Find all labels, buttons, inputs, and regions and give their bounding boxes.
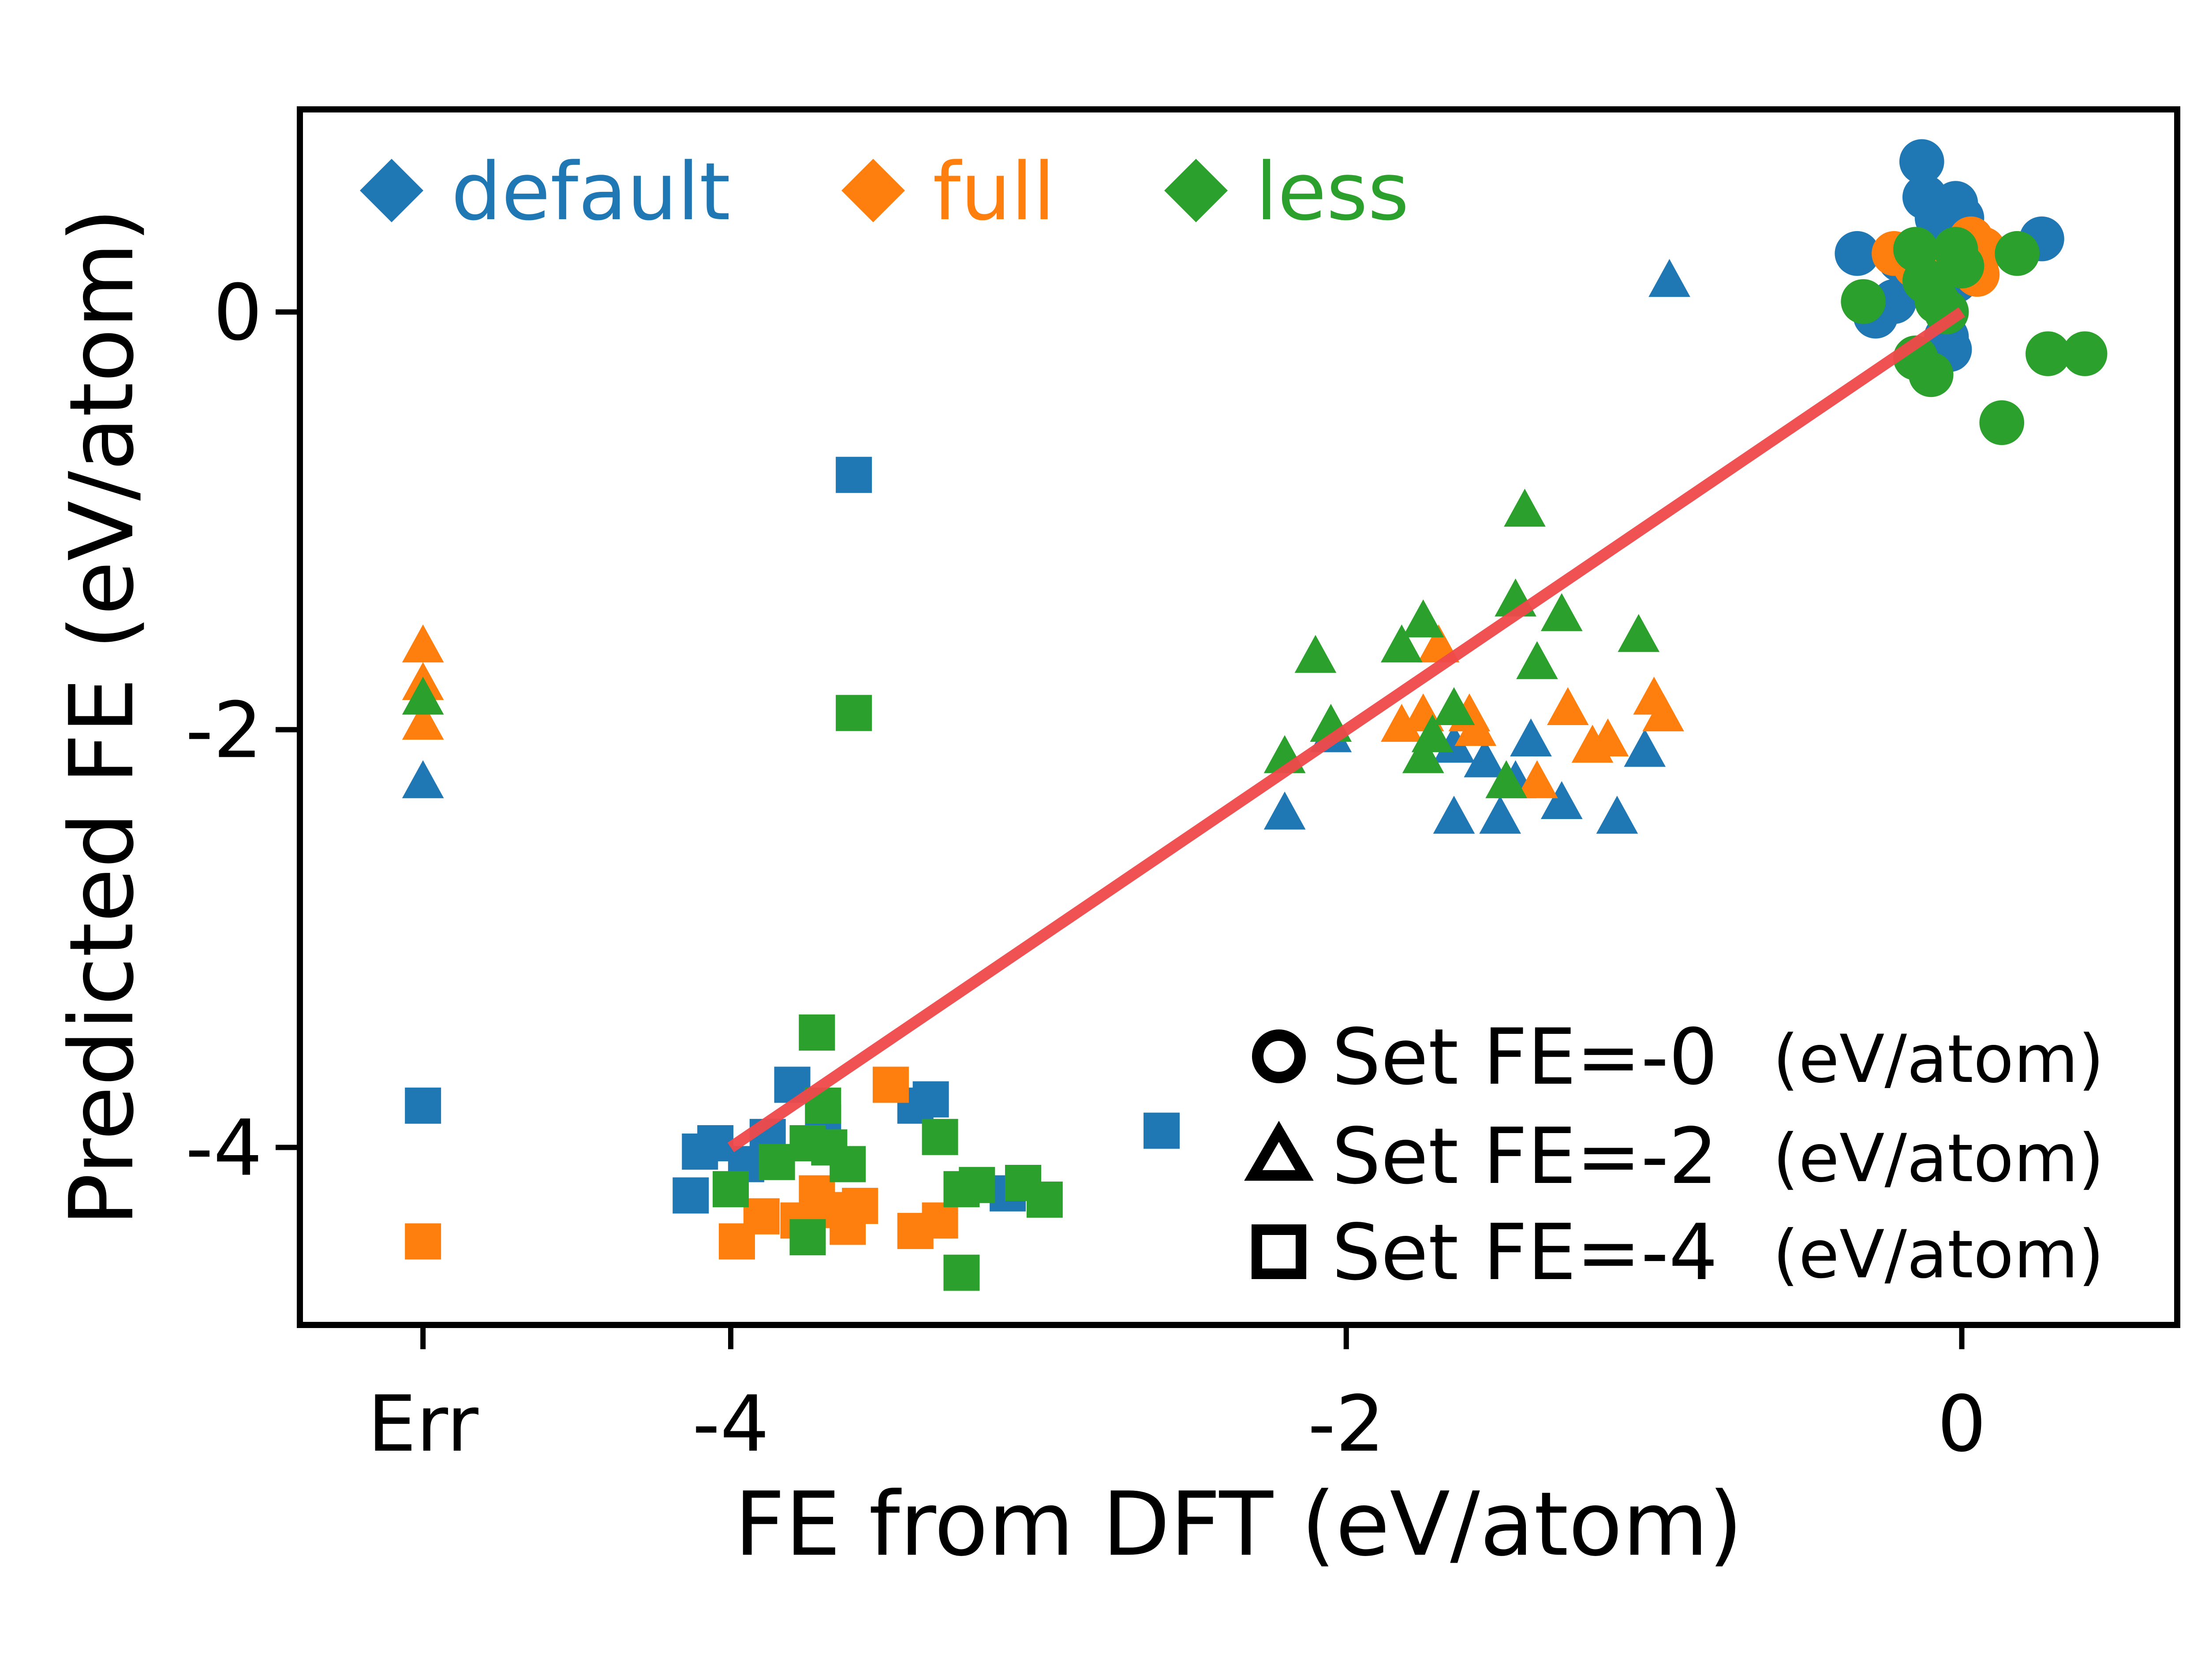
data-point-less-circle xyxy=(1939,243,1984,288)
data-point-default-triangle xyxy=(1263,791,1306,830)
data-point-less-triangle xyxy=(402,677,444,715)
data-point-less-triangle xyxy=(1504,488,1546,527)
legend-less-diamond-icon xyxy=(1164,159,1228,222)
data-point-full-triangle xyxy=(402,624,444,662)
legend-label-default: default xyxy=(451,146,730,238)
data-point-less-triangle xyxy=(1402,735,1444,773)
marker-legend: Set FE=-0 (eV/atom) Set FE=-2 (eV/atom) Set … xyxy=(1244,1013,2104,1298)
legend-marker-unit: (eV/atom) xyxy=(1773,1021,2104,1098)
data-point-full-square xyxy=(922,1202,958,1239)
data-point-full-triangle xyxy=(1417,624,1460,662)
data-point-default-triangle xyxy=(1596,796,1638,834)
legend-label-less: less xyxy=(1256,146,1409,238)
data-point-less-square xyxy=(759,1144,795,1180)
data-point-less-circle xyxy=(2026,331,2070,376)
data-point-less-triangle xyxy=(1294,635,1337,673)
legend-square-icon xyxy=(1252,1224,1306,1279)
data-point-full-triangle xyxy=(1547,687,1589,725)
data-point-less-square xyxy=(1026,1181,1063,1218)
y-axis-label: Predicted FE (eV/atom) xyxy=(51,208,153,1227)
data-point-default-square xyxy=(405,1087,441,1124)
data-point-less-square xyxy=(799,1014,835,1051)
data-point-less-square xyxy=(922,1119,958,1155)
data-points xyxy=(402,139,2108,1291)
data-point-less-circle xyxy=(1841,279,1886,324)
data-point-less-square xyxy=(789,1219,826,1256)
data-point-default-circle xyxy=(1835,231,1880,276)
data-point-less-triangle xyxy=(1485,760,1528,798)
data-point-full-square xyxy=(743,1198,780,1235)
data-point-full-triangle xyxy=(1516,760,1558,798)
data-point-default-triangle xyxy=(1433,796,1475,834)
data-point-less-square xyxy=(943,1254,980,1291)
y-tick-label: -4 xyxy=(186,1104,263,1193)
legend-triangle-icon xyxy=(1244,1121,1314,1181)
data-point-default-triangle xyxy=(1648,259,1690,297)
legend-marker-label: Set FE=-2 xyxy=(1332,1112,1718,1201)
color-legend: default full less xyxy=(360,146,1409,238)
data-point-default-triangle xyxy=(1464,739,1506,778)
data-point-default-triangle xyxy=(1510,718,1552,756)
plot-area-frame xyxy=(297,106,2180,1328)
data-point-less-square xyxy=(836,695,872,731)
data-point-less-square xyxy=(830,1146,866,1182)
data-point-default-square xyxy=(836,456,872,493)
legend-marker-unit: (eV/atom) xyxy=(1773,1216,2104,1293)
data-point-less-triangle xyxy=(1516,641,1558,679)
data-point-default-circle xyxy=(1899,139,1944,184)
x-tick-label: 0 xyxy=(1937,1380,1986,1469)
data-point-default-square xyxy=(1144,1112,1180,1149)
data-point-full-triangle xyxy=(402,702,444,740)
legend-marker-label: Set FE=-0 xyxy=(1332,1013,1718,1102)
data-point-less-triangle xyxy=(1402,599,1444,638)
data-point-less-square xyxy=(713,1171,749,1208)
x-tick-label: -2 xyxy=(1308,1380,1385,1469)
data-point-full-square xyxy=(842,1188,878,1224)
data-point-full-square xyxy=(405,1223,441,1260)
data-point-full-triangle xyxy=(1381,703,1423,742)
x-tick-label: Err xyxy=(367,1380,478,1469)
data-point-less-circle xyxy=(1979,400,2025,445)
data-point-full-triangle xyxy=(1454,708,1497,746)
legend-full-diamond-icon xyxy=(841,159,905,222)
data-point-less-square xyxy=(959,1167,995,1203)
y-tick-label: -2 xyxy=(186,686,263,775)
data-point-default-triangle xyxy=(1624,729,1666,767)
legend-label-full: full xyxy=(933,146,1055,238)
data-point-default-square xyxy=(673,1177,709,1214)
legend-circle-icon xyxy=(1252,1029,1306,1083)
legend-marker-label: Set FE=-4 xyxy=(1332,1208,1718,1298)
data-point-default-triangle xyxy=(1479,796,1521,834)
legend-marker-unit: (eV/atom) xyxy=(1773,1120,2104,1197)
data-point-full-triangle xyxy=(1642,693,1684,732)
data-point-less-triangle xyxy=(1381,624,1423,662)
data-point-less-circle xyxy=(1995,231,2040,276)
data-point-default-triangle xyxy=(402,760,444,798)
fit-line xyxy=(727,307,1965,1152)
data-point-less-circle xyxy=(2062,331,2108,376)
x-axis-label: FE from DFT (eV/atom) xyxy=(734,1473,1743,1576)
data-point-less-triangle xyxy=(1540,593,1583,631)
axis-ticks: Err -4 -2 0 0 -2 -4 xyxy=(186,268,1987,1469)
data-point-less-circle xyxy=(1908,352,1954,397)
y-tick-label: 0 xyxy=(213,268,262,358)
data-point-less-triangle xyxy=(1433,687,1475,725)
data-point-default-triangle xyxy=(1433,725,1475,763)
data-point-default-square xyxy=(682,1133,718,1170)
data-point-default-triangle xyxy=(1540,781,1583,819)
legend-default-diamond-icon xyxy=(360,159,423,222)
data-point-less-triangle xyxy=(1618,614,1660,652)
x-tick-label: -4 xyxy=(692,1380,770,1469)
data-point-full-triangle xyxy=(1587,718,1629,756)
data-point-full-square xyxy=(872,1066,909,1103)
